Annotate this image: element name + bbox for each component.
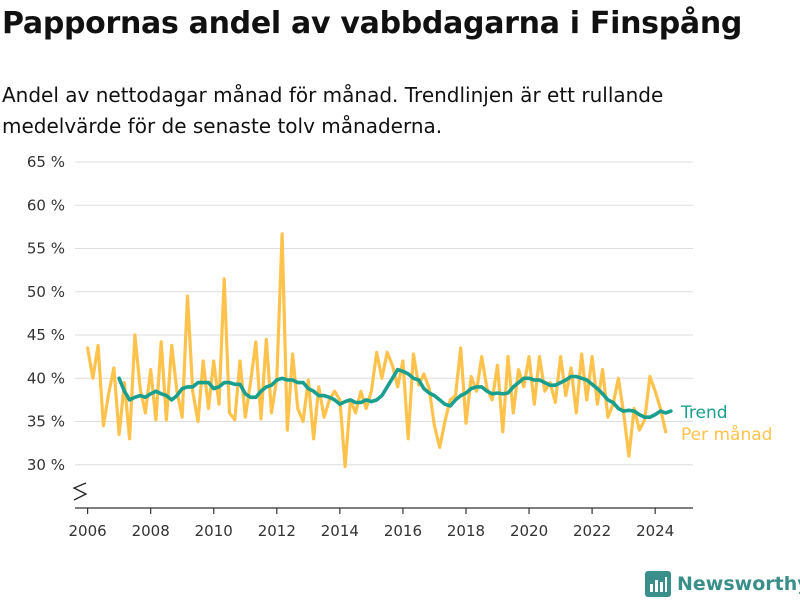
x-tick-label: 2010 (195, 522, 233, 540)
x-tick-label: 2020 (510, 522, 548, 540)
x-tick-label: 2018 (447, 522, 485, 540)
x-axis: 2006 2008 2010 2012 2014 2016 2018 2020 2022 2024 (69, 507, 693, 540)
y-tick-label: 60 % (27, 196, 65, 214)
y-axis-ticks: 30 % 35 % 40 % 45 % 50 % 55 % 60 % 65 % (27, 153, 65, 474)
bar-chart-logo-icon (645, 571, 671, 597)
x-tick-label: 2022 (573, 522, 611, 540)
gridlines (75, 161, 693, 466)
x-tick-label: 2016 (384, 522, 422, 540)
y-tick-label: 45 % (27, 326, 65, 344)
y-tick-label: 65 % (27, 153, 65, 171)
legend-label-trend: Trend (680, 403, 728, 423)
y-tick-label: 35 % (27, 413, 65, 431)
axis-break-zigzag (72, 482, 88, 501)
chart-title: Pappornas andel av vabbdagarna i Finspån… (2, 6, 743, 41)
x-tick-label: 2024 (636, 522, 674, 540)
x-tick-label: 2012 (258, 522, 296, 540)
x-tick-label: 2008 (132, 522, 170, 540)
series-lines (86, 232, 673, 469)
series-line-trend (117, 367, 673, 419)
chart-subtitle: Andel av nettodagar månad för månad. Tre… (2, 83, 664, 138)
y-tick-label: 40 % (27, 369, 65, 387)
y-tick-label: 50 % (27, 283, 65, 301)
y-axis-break-icon (72, 482, 88, 501)
newsworthy-logo: Newsworthy (645, 571, 800, 597)
x-tick-label: 2006 (69, 522, 107, 540)
series-line-per-manad (86, 232, 668, 469)
legend-label-per-manad: Per månad (681, 424, 772, 445)
y-tick-label: 55 % (27, 240, 65, 258)
brand-name: Newsworthy (677, 573, 800, 595)
y-tick-label: 30 % (27, 456, 65, 474)
x-tick-label: 2014 (321, 522, 359, 540)
